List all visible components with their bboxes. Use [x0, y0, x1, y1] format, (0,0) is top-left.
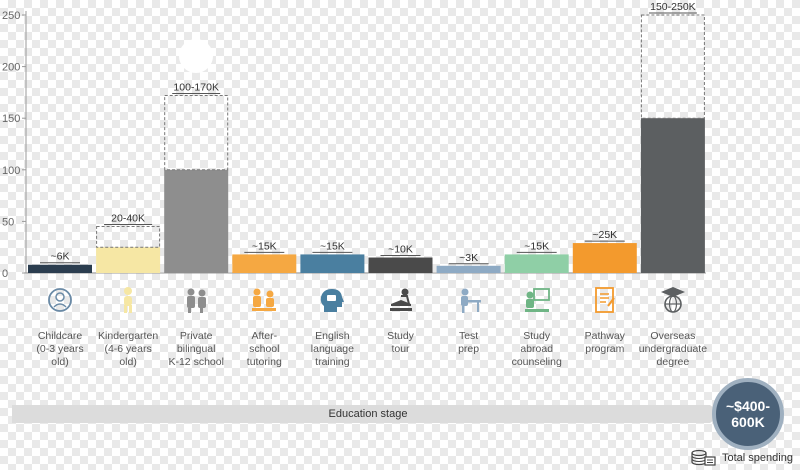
data-label: ~25K: [592, 229, 617, 241]
data-label: 100-170K: [173, 81, 219, 93]
reading-icon: [387, 286, 415, 314]
category-label: Pathway program: [585, 330, 626, 355]
counseling-icon: [523, 286, 551, 314]
students-icon: [182, 286, 210, 314]
range-box: [96, 226, 161, 248]
bar: [28, 264, 92, 273]
data-label: ~15K: [252, 240, 277, 252]
test-desk-icon: [455, 286, 483, 314]
y-tick-label: 100: [2, 165, 20, 177]
globe-cap-icon: [659, 286, 687, 314]
bar: [96, 247, 161, 273]
education-stage-label: Education stage: [328, 408, 408, 420]
language-head-icon: [318, 286, 346, 314]
data-label: ~15K: [524, 240, 549, 252]
category-label: Study abroad counseling: [512, 330, 562, 368]
category-label: English language training: [311, 330, 354, 368]
y-tick-label: 0: [2, 268, 8, 280]
bar: [572, 243, 637, 273]
baby-icon: [46, 286, 74, 314]
total-spending-badge: ~$400-600K: [712, 378, 784, 450]
spending-chart: 0 50 100 150 200 250 ~6K Childcare (0-3 years old…: [2, 1, 707, 368]
bar: [640, 118, 705, 273]
bar: [504, 254, 569, 273]
data-label: ~15K: [320, 240, 345, 252]
bar: [232, 254, 297, 273]
data-label: ~6K: [51, 251, 70, 263]
category-label: Private bilingual K-12 school: [168, 330, 223, 368]
document-icon: [591, 286, 619, 314]
child-icon: [114, 286, 142, 314]
bar: [164, 169, 229, 273]
money-stack-icon: [690, 449, 716, 467]
data-label: ~10K: [388, 244, 413, 256]
tutoring-icon: [250, 286, 278, 314]
range-box: [164, 94, 229, 171]
category-label: Kindergarten (4-6 years old): [98, 330, 158, 368]
highlight-blob: [179, 39, 213, 73]
bar: [436, 265, 501, 273]
total-spending-value: ~$400-600K: [726, 398, 770, 430]
category-label: Test prep: [458, 330, 479, 355]
category-label: Childcare (0-3 years old): [36, 330, 83, 368]
y-tick-label: 250: [2, 10, 20, 22]
total-spending-label: Total spending: [722, 452, 793, 464]
y-tick-label: 200: [2, 62, 20, 74]
category-label: After-school tutoring: [247, 330, 282, 368]
y-tick-label: 50: [2, 216, 14, 228]
category-label: Study tour: [387, 330, 415, 355]
data-label: 20-40K: [111, 213, 145, 225]
bar: [300, 254, 365, 273]
y-tick-label: 150: [2, 113, 20, 125]
range-box: [640, 14, 705, 119]
data-label: ~3K: [459, 252, 478, 264]
bar: [368, 257, 433, 273]
data-label: 150-250K: [650, 1, 696, 13]
education-stage-arrow: [12, 403, 724, 425]
category-label: Overseas undergraduate degree: [639, 330, 707, 368]
total-spending-legend: Total spending: [690, 448, 793, 468]
